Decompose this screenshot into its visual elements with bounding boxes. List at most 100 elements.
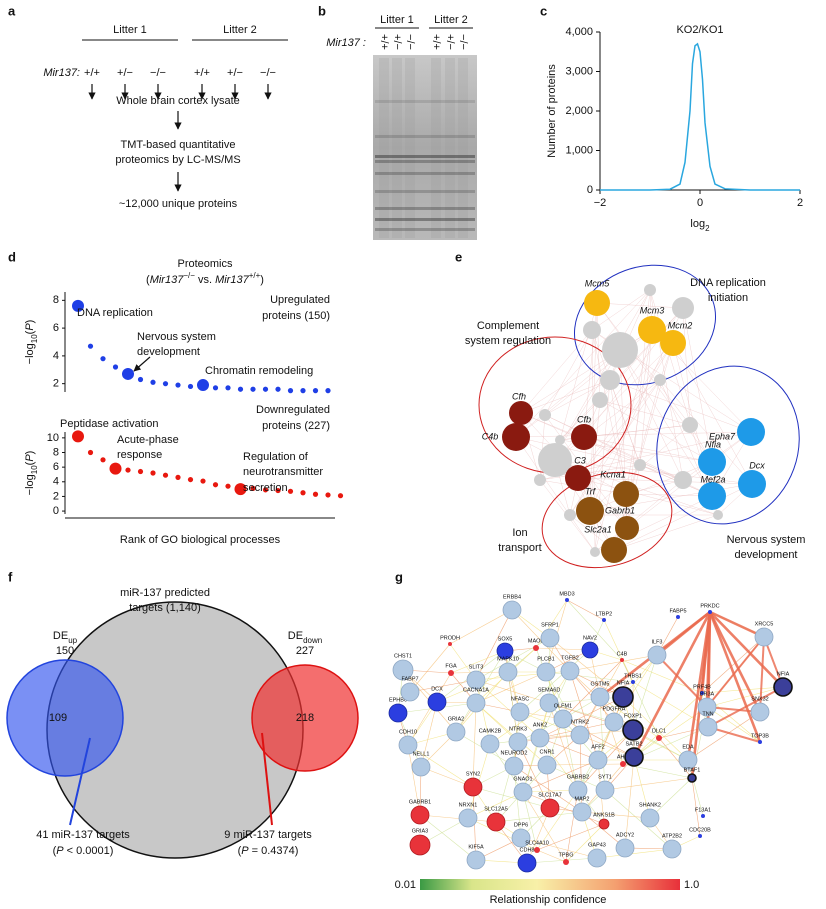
y-tick-label: 4 <box>53 350 59 362</box>
network-node <box>565 598 569 602</box>
dot <box>325 492 331 498</box>
network-node <box>572 802 592 822</box>
dot <box>150 470 156 476</box>
network-node <box>560 661 580 681</box>
dot <box>300 490 306 496</box>
litter-label: Litter 2 <box>223 24 257 36</box>
dot <box>100 457 106 463</box>
dot <box>225 483 231 489</box>
network-edge <box>596 848 673 859</box>
network-edge <box>489 702 550 745</box>
network-node <box>513 782 533 802</box>
network-edge <box>544 379 611 416</box>
lane-genotype: +/+ <box>378 34 390 50</box>
gene-label: NFASC <box>511 696 529 702</box>
legend-text: proteins (227) <box>262 420 330 432</box>
network-node <box>754 627 774 647</box>
network-edge <box>609 379 752 433</box>
genotype: +/− <box>227 67 243 79</box>
set-label-part: DE <box>288 630 303 642</box>
dot <box>250 485 256 491</box>
dot <box>200 478 206 484</box>
y-tick-label: 0 <box>53 505 59 517</box>
network-edge <box>577 379 661 479</box>
gene-label: TOP3B <box>751 733 769 739</box>
y-axis-label: −log10(P) <box>24 320 39 365</box>
network-edge <box>613 654 658 723</box>
network-node <box>615 838 635 858</box>
network-edge <box>687 711 761 761</box>
network-node <box>595 780 615 800</box>
dot <box>312 388 319 394</box>
gene-label: ATP2B2 <box>662 833 682 839</box>
dot <box>137 376 144 383</box>
network-node <box>713 510 723 520</box>
network-node <box>504 756 524 776</box>
network-node <box>758 740 762 744</box>
network-edge <box>554 459 753 485</box>
gel-lane <box>405 58 415 238</box>
network-edge <box>539 737 579 791</box>
network-edge <box>566 599 605 621</box>
network-node <box>570 725 590 745</box>
x-axis-label: log2 <box>690 218 710 233</box>
network-node <box>647 645 667 665</box>
network-node <box>708 610 712 614</box>
network-node <box>427 692 447 712</box>
panel-title: Proteomics <box>177 258 233 270</box>
callout-text: 41 miR-137 targets <box>36 829 130 841</box>
gene-label: TGFB2 <box>561 655 579 661</box>
lane-genotype: +/− <box>391 34 403 50</box>
workflow-step: ~12,000 unique proteins <box>119 198 238 210</box>
genotype: +/+ <box>194 67 210 79</box>
network-edge <box>604 789 673 850</box>
gene-label: BR3A <box>700 691 715 697</box>
network-node <box>678 750 698 770</box>
gene-label: KIF5A <box>468 844 484 850</box>
gene-label: TNN <box>702 711 713 717</box>
y-axis-label-part: ) <box>24 320 36 324</box>
panel-subtitle: (Mir137−/− vs. Mir137+/+) <box>146 271 264 286</box>
network-node <box>615 516 639 540</box>
network-edge <box>583 307 684 438</box>
gene-label: OLFM1 <box>554 703 572 709</box>
chart-title: KO2/KO1 <box>676 24 723 36</box>
network-node <box>466 670 486 690</box>
gene-label: FABP7 <box>401 676 418 682</box>
network-node <box>498 662 518 682</box>
venn-title: targets (1,140) <box>129 602 201 614</box>
network-node <box>480 734 500 754</box>
gene-label: Mef2a <box>700 474 725 484</box>
set-label: DEdown <box>288 630 322 645</box>
network-edge <box>581 811 651 819</box>
workflow-step: proteomics by LC-MS/MS <box>115 154 240 166</box>
gene-label: GNAO1 <box>513 776 532 782</box>
gene-label: Trf <box>585 486 597 496</box>
cluster-label: transport <box>498 542 541 554</box>
y-tick-label: 0 <box>587 184 593 196</box>
gene-label: EPHB6 <box>389 697 407 703</box>
network-node <box>698 834 702 838</box>
network-node <box>534 474 546 486</box>
gene-label: Mcm3 <box>640 305 665 315</box>
network-node <box>448 642 452 646</box>
y-tick-label: 4 <box>53 476 59 488</box>
network-edge <box>591 289 651 331</box>
network-node <box>565 465 591 491</box>
y-tick-label: 10 <box>47 432 59 444</box>
legend-text: proteins (150) <box>262 310 330 322</box>
network-edge <box>546 764 606 791</box>
dot <box>109 462 122 475</box>
network-node <box>392 659 414 681</box>
network-node <box>620 658 624 662</box>
network-node <box>587 848 607 868</box>
annotation: Regulation of <box>243 451 309 463</box>
annotation: development <box>137 346 200 358</box>
gene-label: AHI1 <box>617 754 629 760</box>
panel-label: d <box>8 249 16 264</box>
network-edge <box>599 399 691 426</box>
gene-label: SLC12A5 <box>484 806 508 812</box>
dot <box>275 386 281 392</box>
gene-label: PRKDC <box>700 603 719 609</box>
